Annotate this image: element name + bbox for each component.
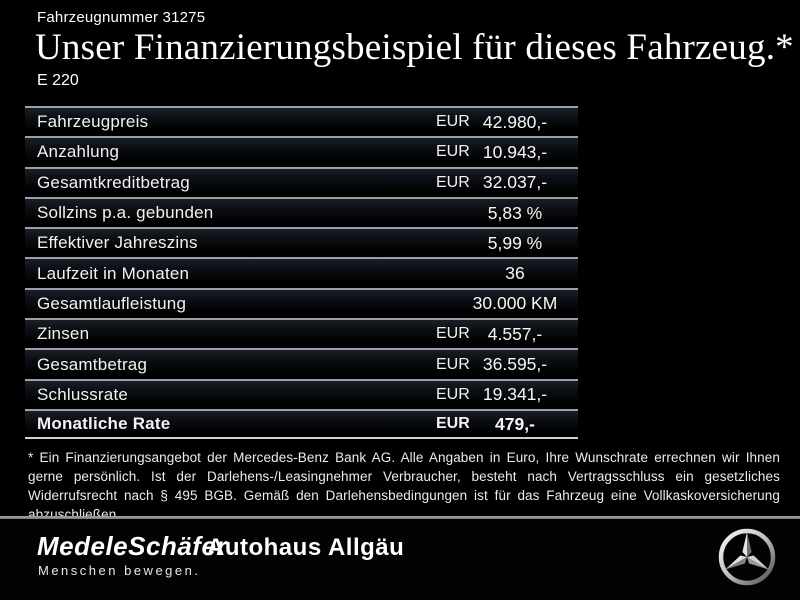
table-row: Gesamtbetrag EUR 36.595,-	[25, 348, 578, 379]
page-title: Unser Finanzierungsbeispiel für dieses F…	[35, 27, 794, 68]
row-value: 30.000 KM	[472, 293, 558, 314]
row-value: 5,99 %	[487, 232, 543, 253]
table-row: Laufzeit in Monaten 36	[25, 257, 578, 288]
table-row: Effektiver Jahreszins 5,99 %	[25, 227, 578, 258]
row-label: Gesamtkreditbetrag	[37, 172, 190, 192]
dealer-tagline: Menschen bewegen.	[38, 563, 201, 578]
footer-divider	[0, 516, 800, 519]
row-label: Sollzins p.a. gebunden	[37, 203, 214, 223]
legal-footnote: * Ein Finanzierungsangebot der Mercedes-…	[28, 450, 780, 522]
table-row: Sollzins p.a. gebunden 5,83 %	[25, 196, 578, 228]
table-row: Fahrzeugpreis EUR 42.980,-	[25, 106, 578, 137]
row-value: 5,83 %	[487, 202, 543, 223]
row-value: 42.980,-	[482, 111, 548, 132]
row-value: 36	[505, 263, 525, 284]
table-row: Gesamtkreditbetrag EUR 32.037,-	[25, 166, 578, 197]
table-row: Gesamtlaufleistung 30.000 KM	[25, 287, 578, 319]
row-value: 19.341,-	[482, 384, 548, 405]
row-label: Effektiver Jahreszins	[37, 233, 198, 253]
model-name: E 220	[37, 72, 79, 89]
currency-label: EUR	[436, 385, 470, 403]
currency-label: EUR	[436, 113, 470, 131]
dealer-logo-medele-schaefer: MedeleSchäfer	[37, 531, 228, 561]
row-value: 32.037,-	[482, 172, 548, 193]
row-label: Gesamtlaufleistung	[37, 293, 187, 313]
row-label: Gesamtbetrag	[37, 354, 148, 374]
table-row-monthly-rate: Monatliche Rate EUR 479,-	[25, 408, 578, 440]
currency-label: EUR	[436, 355, 470, 373]
table-row: Schlussrate EUR 19.341,-	[25, 378, 578, 409]
row-value: 36.595,-	[482, 354, 548, 375]
row-value: 479,-	[495, 413, 535, 434]
row-label: Fahrzeugpreis	[37, 112, 149, 132]
row-label: Zinsen	[37, 324, 90, 344]
dealer-logo-autohaus-allgaeu: Autohaus Allgäu	[207, 534, 405, 561]
row-label: Schlussrate	[37, 384, 129, 404]
table-row: Zinsen EUR 4.557,-	[25, 318, 578, 349]
financing-table: Fahrzeugpreis EUR 42.980,- Anzahlung EUR…	[25, 106, 578, 440]
currency-label: EUR	[436, 143, 470, 161]
mercedes-star-icon	[715, 525, 779, 589]
table-row: Anzahlung EUR 10.943,-	[25, 136, 578, 167]
currency-label: EUR	[436, 415, 470, 433]
vehicle-number: Fahrzeugnummer 31275	[37, 9, 206, 26]
row-value: 4.557,-	[487, 323, 543, 344]
row-label: Laufzeit in Monaten	[37, 263, 190, 283]
currency-label: EUR	[436, 173, 470, 191]
row-label: Monatliche Rate	[37, 414, 171, 434]
row-label: Anzahlung	[37, 142, 120, 162]
currency-label: EUR	[436, 325, 470, 343]
row-value: 10.943,-	[482, 141, 548, 162]
footer-bar: MedeleSchäfer Menschen bewegen. Autohaus…	[0, 519, 800, 600]
